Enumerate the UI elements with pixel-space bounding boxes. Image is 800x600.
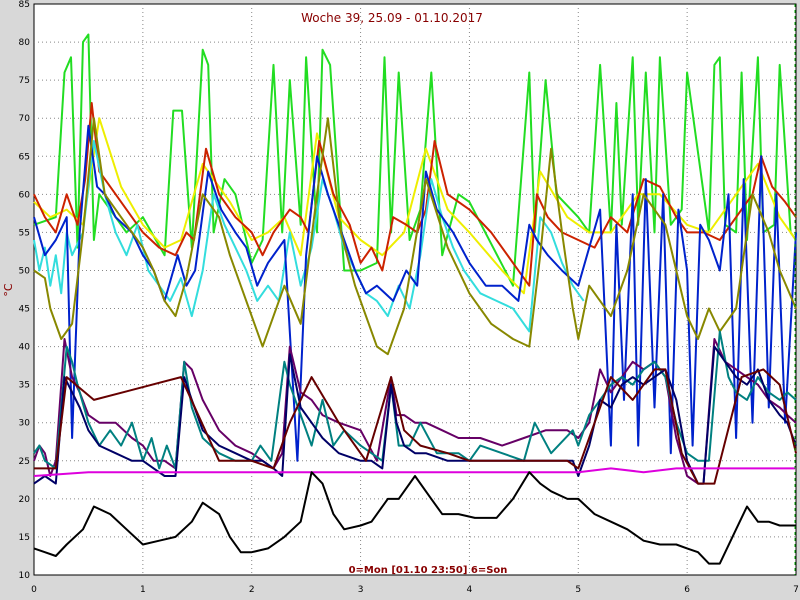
x-tick-label: 0 <box>31 585 37 595</box>
y-tick-label: 30 <box>19 419 31 429</box>
series-line-7 <box>33 338 797 485</box>
x-tick-label: 6 <box>684 585 690 595</box>
y-tick-label: 80 <box>19 38 31 48</box>
series-line-6 <box>33 117 797 356</box>
y-tick-label: 50 <box>19 266 31 276</box>
x-tick-label: 2 <box>249 585 255 595</box>
y-tick-label: 60 <box>19 190 31 200</box>
x-axis-label: 0=Mon [01.10 23:50] 6=Son <box>349 565 508 576</box>
y-tick-label: 45 <box>19 305 30 315</box>
series-line-12 <box>33 471 796 565</box>
y-tick-label: 65 <box>19 152 30 162</box>
x-tick-label: 4 <box>467 585 473 595</box>
y-tick-label: 15 <box>19 533 30 543</box>
y-axis-label: °C <box>2 283 15 297</box>
y-tick-label: 35 <box>19 381 30 391</box>
y-tick-label: 55 <box>19 228 30 238</box>
x-tick-label: 5 <box>575 585 581 595</box>
x-tick-label: 1 <box>140 585 146 595</box>
y-tick-label: 85 <box>19 0 30 10</box>
series-lines <box>33 33 797 565</box>
series-line-1 <box>33 33 797 287</box>
y-tick-label: 75 <box>19 76 30 86</box>
chart-title: Woche 39, 25.09 - 01.10.2017 <box>301 11 483 25</box>
x-tick-label: 3 <box>358 585 364 595</box>
y-tick-label: 40 <box>19 343 31 353</box>
y-tick-label: 20 <box>19 495 31 505</box>
y-tick-label: 25 <box>19 457 30 467</box>
series-line-2 <box>33 117 797 295</box>
x-tick-label: 7 <box>793 585 799 595</box>
x-tick-labels: 0 1 2 3 4 5 6 7 <box>31 585 799 595</box>
y-tick-label: 70 <box>19 114 31 124</box>
series-line-11 <box>33 467 796 477</box>
series-line-10 <box>34 368 797 485</box>
y-tick-label: 10 <box>19 571 31 581</box>
y-tick-labels: 10 15 20 25 30 35 40 45 50 55 60 65 70 75 80 85 <box>19 0 31 581</box>
